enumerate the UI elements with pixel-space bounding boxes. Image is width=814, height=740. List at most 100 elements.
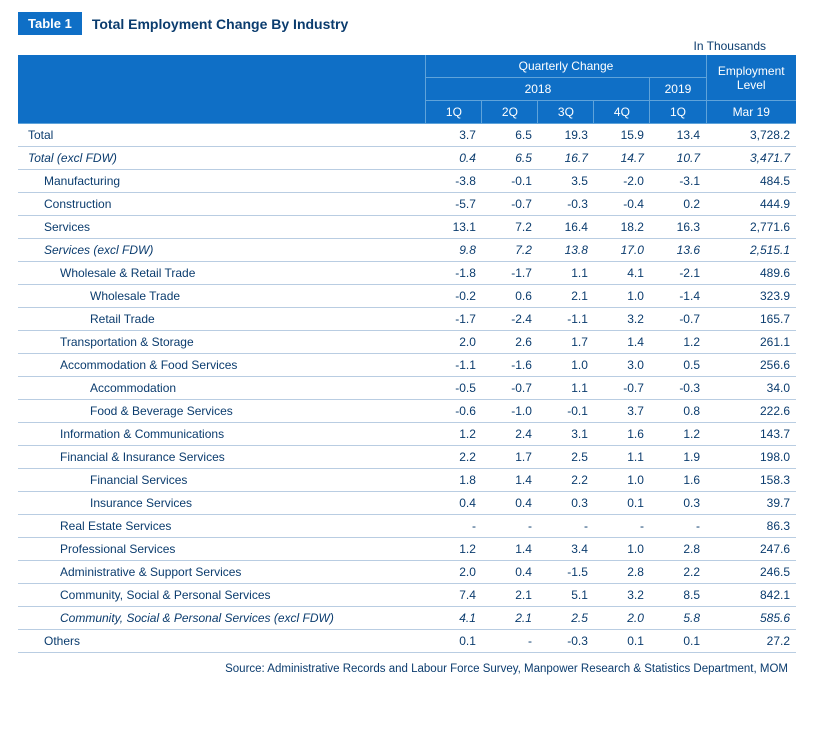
table-row: Accommodation-0.5-0.71.1-0.7-0.334.0 bbox=[18, 377, 796, 400]
quarter-cell: 3.2 bbox=[594, 308, 650, 331]
quarter-cell: 2.8 bbox=[594, 561, 650, 584]
table-badge: Table 1 bbox=[18, 12, 82, 35]
table-header: Quarterly Change Employment Level 2018 2… bbox=[18, 55, 796, 124]
quarter-cell: 1.2 bbox=[650, 331, 706, 354]
quarter-cell: - bbox=[426, 515, 482, 538]
quarter-cell: 2.8 bbox=[650, 538, 706, 561]
table-row: Wholesale Trade-0.20.62.11.0-1.4323.9 bbox=[18, 285, 796, 308]
emp-level-cell: 165.7 bbox=[706, 308, 796, 331]
quarter-cell: 1.0 bbox=[538, 354, 594, 377]
quarter-cell: 1.1 bbox=[538, 377, 594, 400]
row-label: Community, Social & Personal Services bbox=[18, 584, 426, 607]
emp-level-cell: 198.0 bbox=[706, 446, 796, 469]
emp-level-cell: 484.5 bbox=[706, 170, 796, 193]
header-quarterly: Quarterly Change bbox=[426, 55, 706, 78]
header-4q-2018: 4Q bbox=[594, 101, 650, 124]
quarter-cell: -0.3 bbox=[538, 193, 594, 216]
quarter-cell: 15.9 bbox=[594, 124, 650, 147]
quarter-cell: -0.7 bbox=[594, 377, 650, 400]
quarter-cell: -0.1 bbox=[482, 170, 538, 193]
quarter-cell: 13.1 bbox=[426, 216, 482, 239]
quarter-cell: 1.9 bbox=[650, 446, 706, 469]
quarter-cell: -0.5 bbox=[426, 377, 482, 400]
quarter-cell: - bbox=[482, 630, 538, 653]
table-row: Transportation & Storage2.02.61.71.41.22… bbox=[18, 331, 796, 354]
quarter-cell: -1.1 bbox=[426, 354, 482, 377]
quarter-cell: 0.4 bbox=[426, 147, 482, 170]
quarter-cell: -0.7 bbox=[482, 377, 538, 400]
quarter-cell: 0.4 bbox=[482, 561, 538, 584]
quarter-cell: 2.2 bbox=[650, 561, 706, 584]
quarter-cell: -0.2 bbox=[426, 285, 482, 308]
quarter-cell: -0.6 bbox=[426, 400, 482, 423]
row-label: Total (excl FDW) bbox=[18, 147, 426, 170]
quarter-cell: -0.7 bbox=[482, 193, 538, 216]
quarter-cell: 1.7 bbox=[482, 446, 538, 469]
row-label: Accommodation & Food Services bbox=[18, 354, 426, 377]
emp-level-cell: 158.3 bbox=[706, 469, 796, 492]
emp-level-cell: 39.7 bbox=[706, 492, 796, 515]
row-label: Information & Communications bbox=[18, 423, 426, 446]
quarter-cell: 1.7 bbox=[538, 331, 594, 354]
quarter-cell: 3.7 bbox=[594, 400, 650, 423]
quarter-cell: 2.1 bbox=[482, 584, 538, 607]
quarter-cell: 1.4 bbox=[482, 469, 538, 492]
row-label: Financial Services bbox=[18, 469, 426, 492]
quarter-cell: 0.1 bbox=[650, 630, 706, 653]
quarter-cell: 1.8 bbox=[426, 469, 482, 492]
row-label: Transportation & Storage bbox=[18, 331, 426, 354]
quarter-cell: 1.0 bbox=[594, 469, 650, 492]
quarter-cell: 19.3 bbox=[538, 124, 594, 147]
quarter-cell: -2.4 bbox=[482, 308, 538, 331]
quarter-cell: 1.1 bbox=[538, 262, 594, 285]
emp-level-cell: 246.5 bbox=[706, 561, 796, 584]
quarter-cell: 6.5 bbox=[482, 124, 538, 147]
quarter-cell: - bbox=[482, 515, 538, 538]
row-label: Community, Social & Personal Services (e… bbox=[18, 607, 426, 630]
table-row: Administrative & Support Services2.00.4-… bbox=[18, 561, 796, 584]
quarter-cell: 0.4 bbox=[426, 492, 482, 515]
emp-level-cell: 444.9 bbox=[706, 193, 796, 216]
quarter-cell: 13.6 bbox=[650, 239, 706, 262]
header-1q-2018: 1Q bbox=[426, 101, 482, 124]
quarter-cell: -0.7 bbox=[650, 308, 706, 331]
header-3q-2018: 3Q bbox=[538, 101, 594, 124]
quarter-cell: 1.2 bbox=[426, 538, 482, 561]
quarter-cell: 0.5 bbox=[650, 354, 706, 377]
quarter-cell: 0.2 bbox=[650, 193, 706, 216]
emp-level-cell: 247.6 bbox=[706, 538, 796, 561]
quarter-cell: 0.1 bbox=[426, 630, 482, 653]
header-2019: 2019 bbox=[650, 78, 706, 101]
row-label: Others bbox=[18, 630, 426, 653]
quarter-cell: 14.7 bbox=[594, 147, 650, 170]
quarter-cell: - bbox=[538, 515, 594, 538]
table-row: Community, Social & Personal Services7.4… bbox=[18, 584, 796, 607]
quarter-cell: 2.2 bbox=[426, 446, 482, 469]
emp-level-cell: 489.6 bbox=[706, 262, 796, 285]
quarter-cell: 0.4 bbox=[482, 492, 538, 515]
row-label: Financial & Insurance Services bbox=[18, 446, 426, 469]
emp-level-cell: 86.3 bbox=[706, 515, 796, 538]
row-label: Wholesale & Retail Trade bbox=[18, 262, 426, 285]
row-label: Food & Beverage Services bbox=[18, 400, 426, 423]
quarter-cell: - bbox=[594, 515, 650, 538]
row-label: Manufacturing bbox=[18, 170, 426, 193]
table-row: Financial Services1.81.42.21.01.6158.3 bbox=[18, 469, 796, 492]
quarter-cell: 0.1 bbox=[594, 630, 650, 653]
quarter-cell: 2.0 bbox=[426, 331, 482, 354]
quarter-cell: 16.7 bbox=[538, 147, 594, 170]
quarter-cell: 7.2 bbox=[482, 216, 538, 239]
quarter-cell: 3.1 bbox=[538, 423, 594, 446]
title-row: Table 1 Total Employment Change By Indus… bbox=[18, 12, 796, 35]
quarter-cell: 1.2 bbox=[426, 423, 482, 446]
table-row: Construction-5.7-0.7-0.3-0.40.2444.9 bbox=[18, 193, 796, 216]
quarter-cell: -0.3 bbox=[650, 377, 706, 400]
row-label: Wholesale Trade bbox=[18, 285, 426, 308]
quarter-cell: 2.6 bbox=[482, 331, 538, 354]
emp-level-cell: 3,471.7 bbox=[706, 147, 796, 170]
table-row: Real Estate Services-----86.3 bbox=[18, 515, 796, 538]
emp-level-cell: 261.1 bbox=[706, 331, 796, 354]
table-row: Financial & Insurance Services2.21.72.51… bbox=[18, 446, 796, 469]
header-emp-level: Employment Level bbox=[706, 55, 796, 101]
quarter-cell: 9.8 bbox=[426, 239, 482, 262]
